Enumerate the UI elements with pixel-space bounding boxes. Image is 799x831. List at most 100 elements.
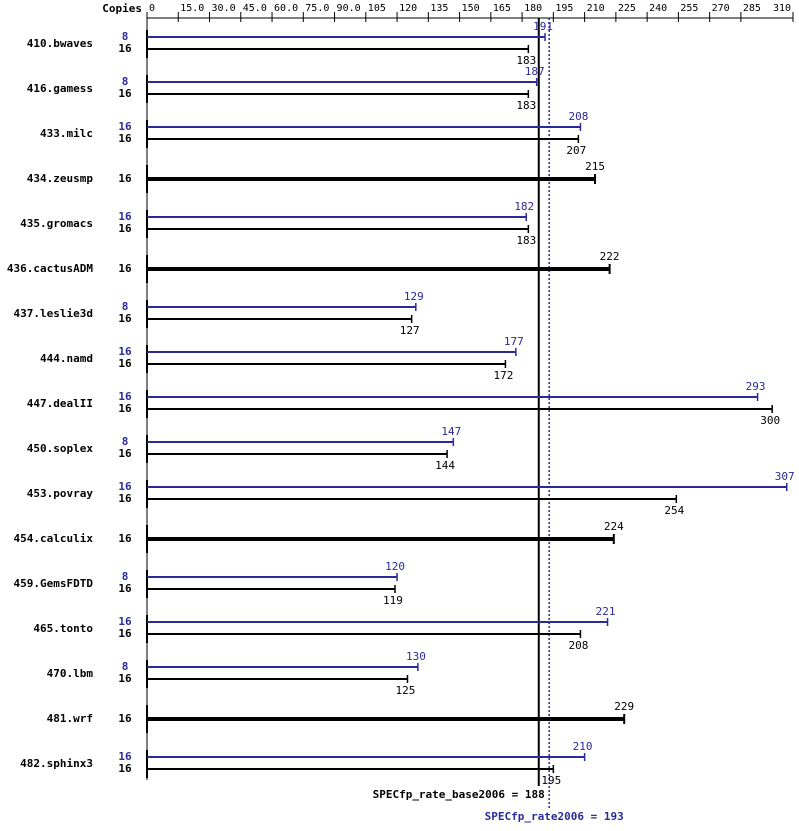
benchmark-label: 453.povray bbox=[27, 487, 94, 500]
benchmark-label: 459.GemsFDTD bbox=[14, 577, 94, 590]
bar bbox=[147, 36, 546, 38]
bar bbox=[147, 306, 416, 308]
x-tick-label: 30.0 bbox=[212, 3, 236, 14]
bar bbox=[147, 486, 787, 488]
benchmark-label: 434.zeusmp bbox=[27, 172, 94, 185]
bar bbox=[147, 678, 408, 680]
value-label: 182 bbox=[514, 200, 534, 213]
benchmark-label: 416.gamess bbox=[27, 82, 93, 95]
x-tick-label: 0 bbox=[149, 3, 155, 14]
bar bbox=[147, 453, 448, 455]
copies-label: 16 bbox=[118, 532, 132, 545]
bar bbox=[147, 318, 412, 320]
copies-label: 16 bbox=[118, 172, 132, 185]
value-label: 125 bbox=[396, 684, 416, 697]
x-tick-label: 240 bbox=[649, 3, 667, 14]
value-label: 177 bbox=[504, 335, 524, 348]
copies-label: 16 bbox=[118, 672, 132, 685]
x-tick-label: 150 bbox=[462, 3, 480, 14]
value-label: 120 bbox=[385, 560, 405, 573]
value-label: 208 bbox=[569, 110, 589, 123]
value-label: 130 bbox=[406, 650, 426, 663]
value-label: 191 bbox=[533, 20, 553, 33]
value-label: 195 bbox=[541, 774, 561, 787]
bar bbox=[147, 48, 529, 50]
bar bbox=[147, 81, 537, 83]
bar bbox=[147, 441, 454, 443]
x-tick-label: 75.0 bbox=[305, 3, 329, 14]
benchmark-label: 447.dealII bbox=[27, 397, 93, 410]
copies-label: 16 bbox=[118, 762, 132, 775]
copies-label: 16 bbox=[118, 42, 132, 55]
copies-label: 16 bbox=[118, 582, 132, 595]
copies-label: 16 bbox=[118, 87, 132, 100]
value-label: 129 bbox=[404, 290, 424, 303]
copies-label: 8 bbox=[122, 300, 129, 313]
x-tick-label: 45.0 bbox=[243, 3, 267, 14]
bar bbox=[147, 93, 529, 95]
value-label: 229 bbox=[614, 700, 634, 713]
x-tick-label: 180 bbox=[524, 3, 542, 14]
copies-label: 16 bbox=[118, 390, 132, 403]
value-label: 172 bbox=[493, 369, 513, 382]
copies-label: 16 bbox=[118, 712, 132, 725]
benchmark-label: 410.bwaves bbox=[27, 37, 93, 50]
benchmark-label: 436.cactusADM bbox=[7, 262, 93, 275]
value-label: 293 bbox=[746, 380, 766, 393]
value-label: 147 bbox=[441, 425, 461, 438]
x-tick-label: 195 bbox=[555, 3, 573, 14]
benchmark-label: 433.milc bbox=[40, 127, 93, 140]
value-label: 208 bbox=[569, 639, 589, 652]
value-label: 127 bbox=[400, 324, 420, 337]
x-tick-label: 165 bbox=[493, 3, 511, 14]
bar bbox=[147, 138, 579, 140]
copies-label: 16 bbox=[118, 262, 132, 275]
benchmark-label: 435.gromacs bbox=[20, 217, 93, 230]
bar bbox=[147, 216, 527, 218]
benchmark-label: 465.tonto bbox=[33, 622, 93, 635]
value-label: 210 bbox=[573, 740, 593, 753]
copies-header: Copies bbox=[102, 2, 142, 15]
copies-label: 16 bbox=[118, 480, 132, 493]
reference-label: SPECfp_rate_base2006 = 188 bbox=[373, 788, 545, 801]
bar bbox=[147, 666, 418, 668]
x-tick-label: 210 bbox=[587, 3, 605, 14]
copies-label: 16 bbox=[118, 132, 132, 145]
value-label: 144 bbox=[435, 459, 455, 472]
copies-label: 16 bbox=[118, 345, 132, 358]
copies-label: 16 bbox=[118, 120, 132, 133]
copies-label: 16 bbox=[118, 312, 132, 325]
benchmark-label: 454.calculix bbox=[14, 532, 94, 545]
value-label: 187 bbox=[525, 65, 545, 78]
value-label: 300 bbox=[760, 414, 780, 427]
value-label: 183 bbox=[516, 234, 536, 247]
x-tick-label: 135 bbox=[430, 3, 448, 14]
copies-label: 16 bbox=[118, 402, 132, 415]
bar bbox=[147, 396, 758, 398]
value-label: 224 bbox=[604, 520, 624, 533]
x-tick-label: 105 bbox=[368, 3, 386, 14]
value-label: 222 bbox=[600, 250, 620, 263]
benchmark-label: 437.leslie3d bbox=[14, 307, 93, 320]
bar bbox=[147, 177, 596, 181]
bar bbox=[147, 228, 529, 230]
bar bbox=[147, 576, 398, 578]
benchmark-label: 482.sphinx3 bbox=[20, 757, 93, 770]
value-label: 254 bbox=[664, 504, 684, 517]
x-tick-label: 310 bbox=[773, 3, 791, 14]
value-label: 183 bbox=[516, 54, 536, 67]
value-label: 307 bbox=[775, 470, 795, 483]
value-label: 215 bbox=[585, 160, 605, 173]
bar bbox=[147, 126, 581, 128]
copies-label: 8 bbox=[122, 75, 129, 88]
value-label: 221 bbox=[596, 605, 616, 618]
copies-label: 16 bbox=[118, 222, 132, 235]
bar bbox=[147, 633, 581, 635]
bar bbox=[147, 621, 608, 623]
bar bbox=[147, 756, 585, 758]
copies-label: 16 bbox=[118, 615, 132, 628]
bar bbox=[147, 588, 395, 590]
x-tick-label: 120 bbox=[399, 3, 417, 14]
x-tick-label: 225 bbox=[618, 3, 636, 14]
